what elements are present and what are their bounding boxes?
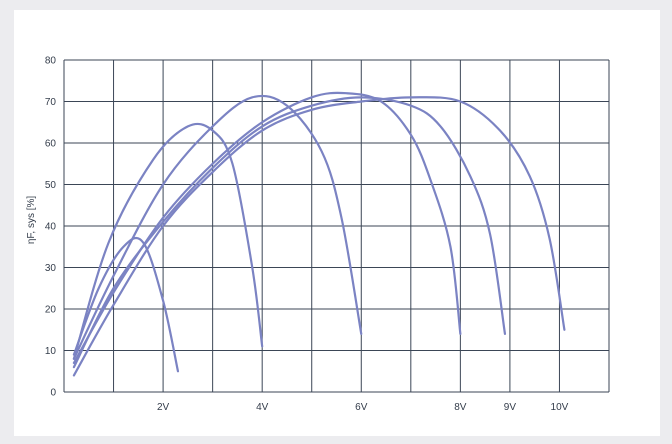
- x-tick-label: 2V: [157, 402, 170, 413]
- grid: [63, 59, 610, 393]
- y-tick-label: 0: [50, 388, 56, 399]
- y-tick-label: 70: [45, 97, 57, 108]
- x-tick-label: 10V: [551, 402, 569, 413]
- series-line-2: [72, 122, 264, 360]
- y-tick-label: 20: [45, 305, 57, 316]
- y-tick-label: 80: [45, 56, 57, 67]
- chart-frame: 0 10 20 30 40 50 60 70 80 2V 4V 6V 8V 9V 10V ηF, sys […: [14, 10, 660, 436]
- efficiency-chart: 0 10 20 30 40 50 60 70 80 2V 4V 6V 8V 9V 10V ηF, sys […: [26, 56, 610, 414]
- series-line-5: [72, 96, 507, 369]
- series-line-4: [72, 91, 462, 365]
- x-tick-label: 9V: [504, 402, 517, 413]
- y-tick-label: 60: [45, 139, 57, 150]
- series-curves: [72, 91, 566, 377]
- axis-ticks: 0 10 20 30 40 50 60 70 80 2V 4V 6V 8V 9V 10V: [45, 56, 569, 414]
- x-tick-label: 4V: [256, 402, 269, 413]
- y-tick-label: 10: [45, 346, 57, 357]
- series-line-3: [72, 94, 363, 360]
- x-tick-label: 6V: [355, 402, 368, 413]
- series-line-6: [72, 96, 566, 377]
- y-tick-label: 40: [45, 222, 57, 233]
- y-axis-title: ηF, sys [%]: [26, 196, 37, 245]
- y-tick-label: 50: [45, 180, 57, 191]
- x-tick-label: 8V: [454, 402, 467, 413]
- y-tick-label: 30: [45, 263, 57, 274]
